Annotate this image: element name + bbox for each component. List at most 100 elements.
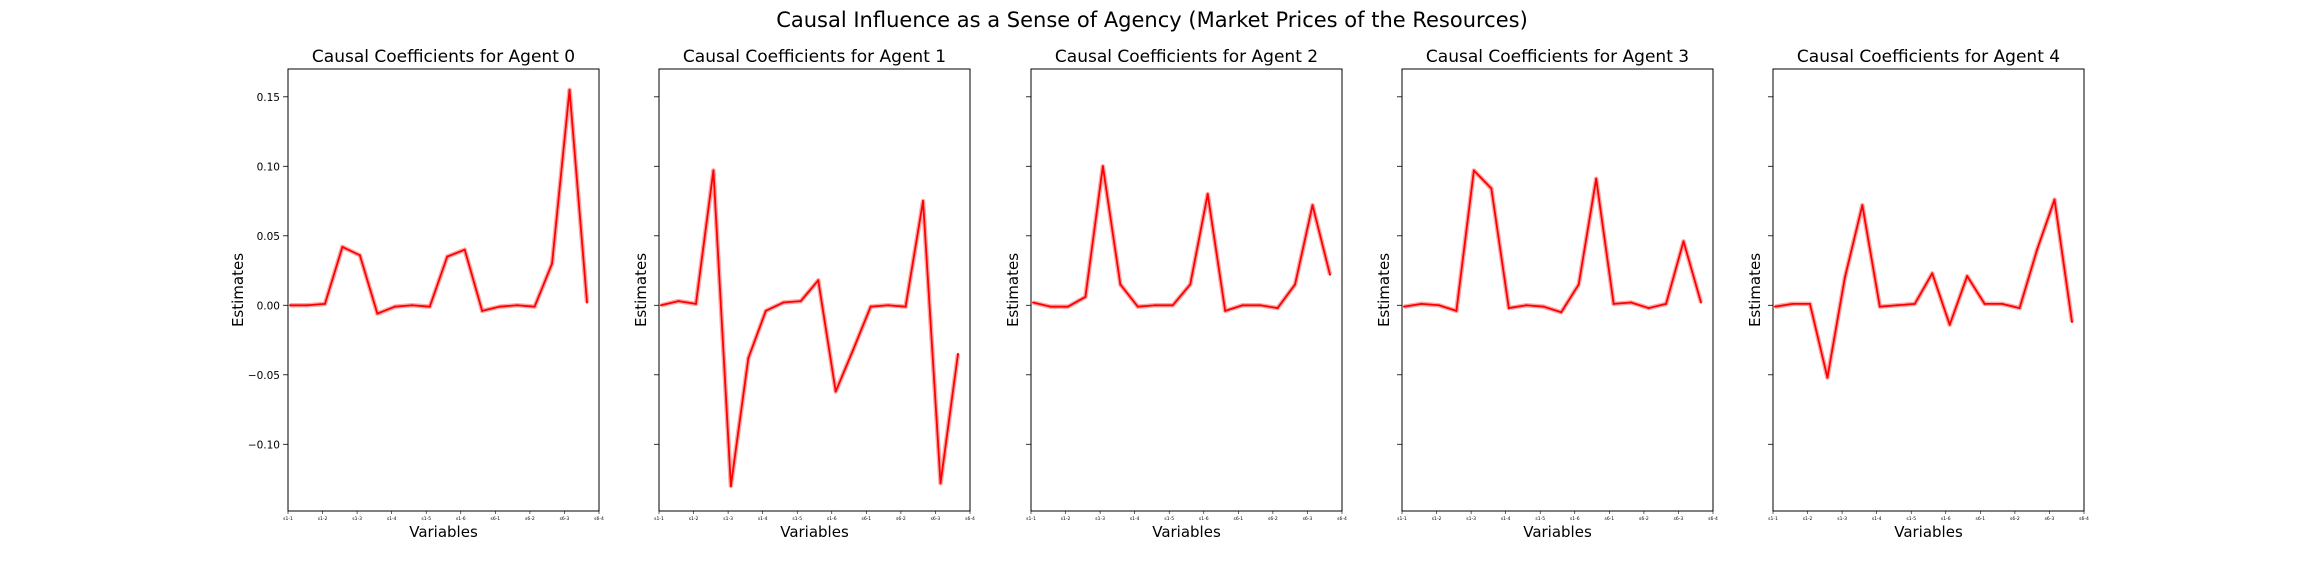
data-point [957, 352, 959, 355]
y-tick-label: 0.00 [257, 300, 280, 312]
x-tick-label: s1-5 [421, 516, 431, 522]
subplot-title: Causal Coefficients for Agent 4 [1797, 47, 2060, 67]
x-tick-label: s1-2 [689, 516, 699, 522]
x-tick-label: s6-2 [525, 516, 535, 522]
data-point [341, 245, 344, 248]
data-point [782, 301, 785, 304]
data-point [1490, 187, 1493, 190]
subplot-agent-3: Causal Coefficients for Agent 3 s1-1 s1-2 s… [1375, 47, 1718, 541]
data-point [498, 305, 501, 308]
subplot-title: Causal Coefficients for Agent 0 [312, 47, 575, 67]
subplot-title: Causal Coefficients for Agent 2 [1055, 47, 1318, 67]
figure-title: Causal Influence as a Sense of Agency (M… [776, 8, 1528, 32]
data-point [1171, 304, 1174, 307]
data-point [1206, 193, 1209, 196]
plot-frame [1030, 68, 1343, 512]
data-point [1472, 169, 1475, 172]
series-line [1032, 165, 1331, 312]
x-tick-label: s1-1 [1768, 516, 1778, 522]
x-tick-label: s1-5 [1535, 516, 1545, 522]
subplot-title: Causal Coefficients for Agent 1 [683, 47, 946, 67]
data-point [1966, 275, 1969, 278]
x-tick-label: s1-3 [352, 516, 362, 522]
data-point [1032, 301, 1034, 304]
x-tick-label: s1-3 [1837, 516, 1847, 522]
x-tick-label: s6-1 [1233, 516, 1243, 522]
data-point [1403, 305, 1405, 308]
x-tick-label: s6-2 [1268, 516, 1278, 522]
data-point [1224, 309, 1227, 312]
data-point [747, 357, 750, 360]
x-tick-label: s1-4 [387, 516, 397, 522]
x-tick-label: s1-2 [318, 516, 328, 522]
x-tick-label: s6-1 [1604, 516, 1614, 522]
data-point [2036, 248, 2039, 251]
data-point [2053, 198, 2056, 201]
x-tick-label: s1-4 [1501, 516, 1511, 522]
data-point [446, 255, 449, 258]
data-point [323, 302, 326, 305]
data-point [481, 309, 484, 312]
y-axis-label: Estimates [1004, 253, 1022, 327]
data-point [1049, 305, 1052, 308]
plot-frame [287, 68, 600, 512]
x-tick-label: s1-1 [654, 516, 664, 522]
x-tick-label: s1-4 [1872, 516, 1882, 522]
data-point [1311, 204, 1314, 207]
y-tick-label: −0.10 [248, 439, 280, 451]
data-point [1931, 272, 1934, 275]
data-point [2071, 320, 2073, 323]
subplot-title: Causal Coefficients for Agent 3 [1426, 47, 1689, 67]
plot-frame [1772, 68, 2085, 512]
y-axis-label: Estimates [1746, 253, 1764, 327]
data-point [1826, 376, 1829, 379]
data-point [764, 309, 767, 312]
data-point [869, 305, 872, 308]
x-tick-label: s6-3 [1674, 516, 1684, 522]
x-tick-label: s1-1 [283, 516, 293, 522]
y-tick-label: 0.05 [257, 231, 280, 243]
data-point [2018, 307, 2021, 310]
x-tick-label: s1-2 [1061, 516, 1071, 522]
subplot-grid: Causal Coefficients for Agent 0 0.15 0.10 0… [229, 47, 2089, 541]
series-line [1403, 169, 1702, 314]
data-point [817, 279, 820, 282]
data-point [1791, 302, 1794, 305]
data-point [428, 305, 431, 308]
x-tick-label: s6-2 [2010, 516, 2020, 522]
data-point [1329, 273, 1331, 276]
data-point [1774, 305, 1776, 308]
x-tick-label: s1-4 [1130, 516, 1140, 522]
x-axis-label: Variables [780, 523, 849, 541]
x-tick-label: s1-1 [1397, 516, 1407, 522]
y-axis-label: Estimates [1375, 253, 1393, 327]
data-point [1455, 309, 1458, 312]
series-line [1774, 198, 2073, 379]
data-point [376, 312, 379, 315]
confidence-band [660, 168, 961, 489]
x-tick-label: s1-3 [1466, 516, 1476, 522]
data-point [1808, 302, 1811, 305]
data-point [1665, 302, 1668, 305]
x-tick-label: s1-6 [1941, 516, 1951, 522]
data-point [677, 300, 680, 303]
data-point [887, 304, 890, 307]
data-point [411, 304, 414, 307]
data-point [1948, 323, 1951, 326]
x-tick-label: s6-4 [594, 516, 604, 522]
data-point [1630, 301, 1633, 304]
data-point [1647, 307, 1650, 310]
data-point [289, 304, 291, 307]
data-point [1595, 177, 1598, 180]
data-point [1612, 302, 1615, 305]
x-tick-label: s1-3 [1095, 516, 1105, 522]
series-line [660, 169, 959, 487]
plot-frame [1401, 68, 1714, 512]
x-tick-label: s1-5 [792, 516, 802, 522]
data-point [1525, 304, 1528, 307]
plot-frame [658, 68, 971, 512]
data-point [694, 302, 697, 305]
data-point [1066, 305, 1069, 308]
data-point [1101, 165, 1104, 168]
